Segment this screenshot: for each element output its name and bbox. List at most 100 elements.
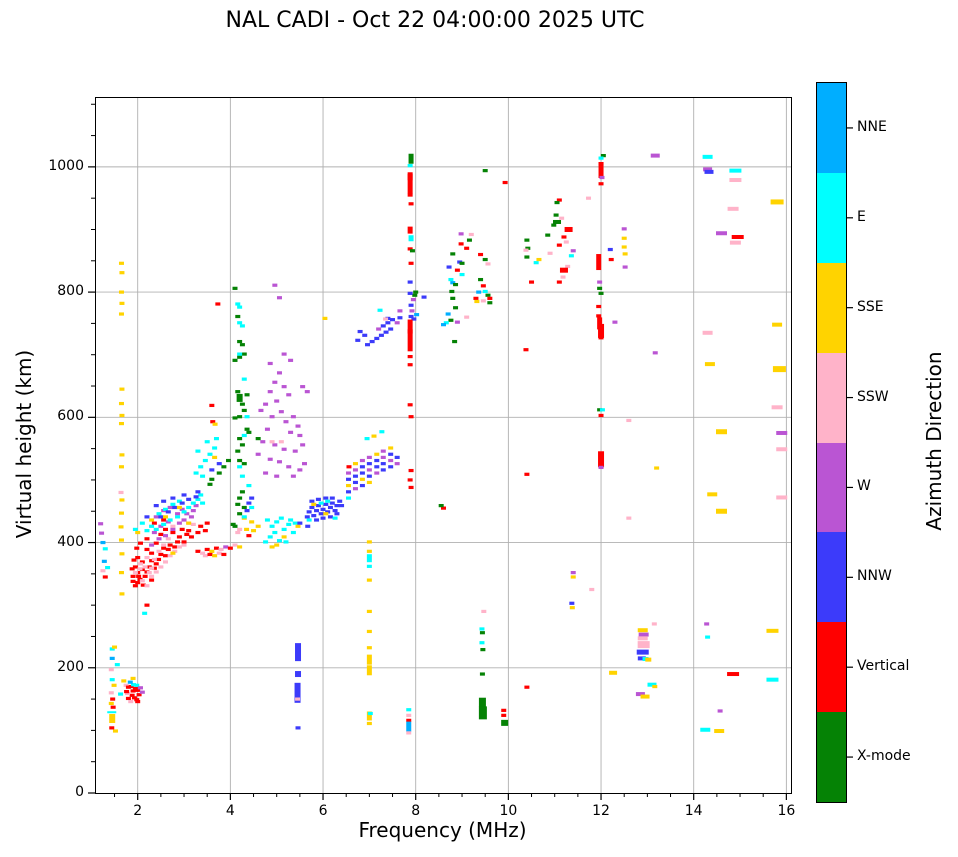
data-point — [408, 468, 414, 473]
data-point — [210, 420, 216, 424]
data-point — [272, 283, 278, 287]
data-point — [241, 352, 247, 356]
data-point — [346, 465, 352, 469]
data-point — [622, 252, 628, 256]
data-point — [190, 509, 196, 513]
data-point — [565, 264, 571, 269]
data-point — [454, 320, 460, 324]
colorbar-segment-x-mode — [817, 712, 846, 802]
data-point — [221, 552, 227, 557]
data-point — [408, 314, 414, 319]
data-point — [487, 301, 493, 305]
data-point — [139, 579, 145, 583]
data-point — [355, 338, 361, 342]
data-point — [112, 729, 118, 733]
data-point — [132, 686, 138, 691]
data-point — [323, 512, 329, 516]
data-point — [232, 543, 238, 547]
data-point — [323, 502, 329, 506]
data-point — [109, 726, 115, 730]
data-point — [149, 524, 155, 528]
data-point — [570, 249, 576, 253]
data-point — [397, 309, 403, 313]
data-point — [144, 584, 150, 588]
data-point — [380, 455, 386, 459]
data-point — [536, 257, 542, 262]
data-point — [281, 447, 287, 451]
colorbar-title: Azimuth Direction — [922, 351, 946, 531]
data-point — [394, 455, 400, 459]
data-point — [153, 562, 159, 566]
data-point — [332, 516, 338, 520]
data-point — [193, 504, 199, 508]
data-point — [215, 302, 221, 306]
data-point — [636, 649, 649, 655]
data-point — [255, 437, 261, 441]
data-point — [297, 521, 303, 525]
data-point — [716, 429, 727, 435]
data-point — [244, 509, 250, 513]
data-point — [179, 527, 185, 532]
data-point — [167, 543, 173, 547]
data-point — [352, 462, 358, 466]
data-point — [597, 408, 603, 412]
data-point — [327, 505, 333, 510]
colorbar-segment-e — [817, 172, 846, 263]
data-point — [729, 240, 741, 245]
data-point — [202, 554, 208, 558]
data-point — [165, 520, 171, 524]
data-point — [378, 333, 384, 337]
data-point — [125, 696, 131, 701]
data-point — [172, 505, 178, 510]
data-point — [365, 343, 371, 347]
data-point — [202, 529, 208, 533]
data-point — [156, 537, 162, 541]
data-point — [487, 296, 493, 300]
data-point — [204, 521, 210, 525]
data-point — [124, 689, 130, 694]
data-point — [369, 339, 375, 344]
data-point — [315, 504, 321, 508]
data-point — [237, 305, 243, 309]
data-point — [480, 648, 486, 652]
colorbar-label: NNW — [857, 568, 892, 585]
data-point — [251, 529, 257, 533]
data-point — [464, 246, 470, 250]
data-point — [125, 685, 131, 689]
data-point — [374, 465, 380, 469]
data-point — [346, 483, 352, 488]
data-point — [297, 468, 303, 472]
data-point — [473, 296, 479, 300]
data-point — [272, 380, 278, 384]
data-point — [149, 518, 155, 522]
data-point — [212, 554, 218, 558]
data-point — [118, 538, 124, 542]
data-point — [139, 690, 145, 694]
data-point — [209, 468, 215, 472]
data-point — [598, 336, 604, 340]
data-point — [374, 336, 380, 341]
data-point — [153, 527, 159, 532]
data-point — [170, 527, 176, 532]
data-point — [135, 530, 141, 535]
data-point — [209, 477, 215, 481]
data-point — [325, 499, 331, 503]
data-point — [108, 701, 114, 706]
data-point — [327, 515, 333, 519]
data-point — [622, 265, 628, 269]
data-point — [264, 518, 270, 522]
data-point — [772, 322, 783, 327]
data-point — [223, 545, 229, 549]
data-point — [408, 202, 414, 206]
data-point — [553, 213, 559, 217]
data-point — [235, 314, 241, 319]
data-point — [239, 474, 245, 478]
data-point — [139, 521, 145, 525]
data-point — [523, 348, 529, 352]
data-point — [366, 455, 372, 459]
data-point — [570, 575, 576, 579]
data-point — [407, 319, 413, 334]
x-tick-label: 14 — [684, 803, 703, 819]
data-point — [175, 515, 181, 519]
data-point — [274, 543, 280, 547]
